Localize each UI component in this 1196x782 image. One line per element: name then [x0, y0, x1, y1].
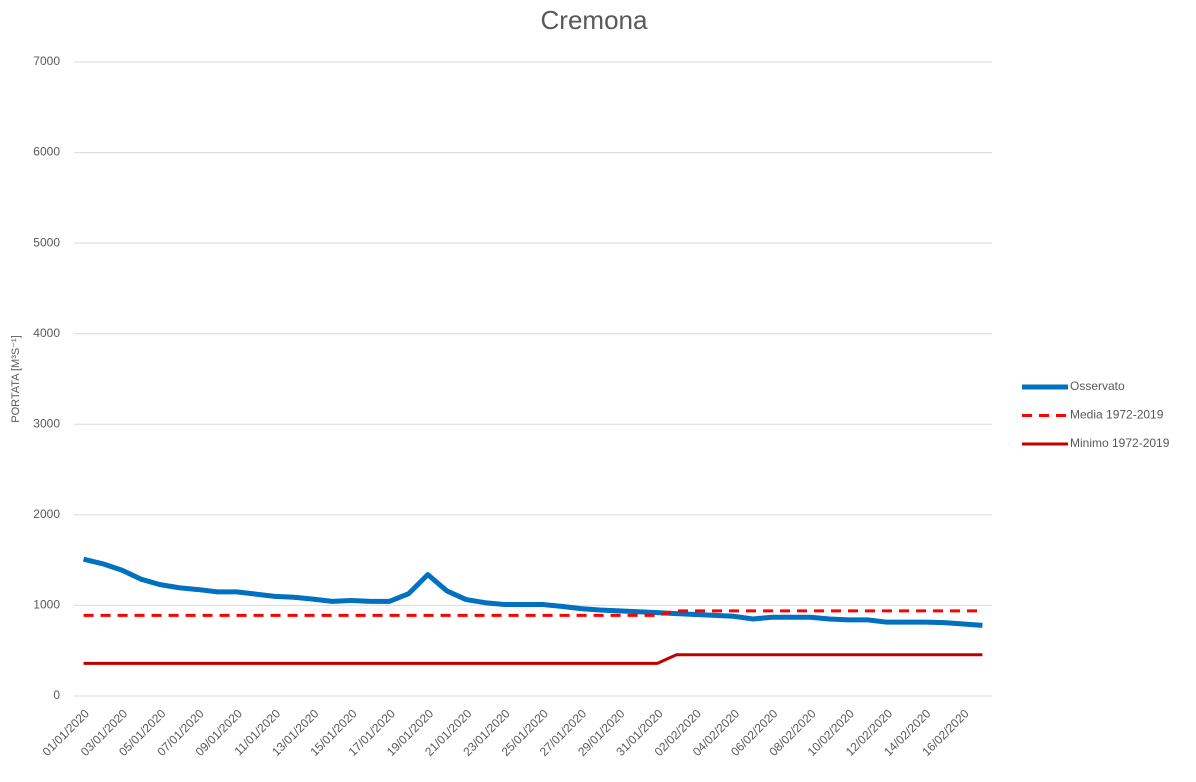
series-line [83, 653, 983, 665]
y-tick-label: 1000 [33, 598, 60, 612]
y-tick-label: 5000 [33, 235, 60, 249]
y-axis-label: PORTATA [M³S⁻¹] [10, 335, 22, 423]
legend-label: Osservato [1070, 379, 1125, 393]
legend-label: Minimo 1972-2019 [1070, 436, 1170, 450]
y-tick-label: 2000 [33, 507, 60, 521]
series-line [83, 609, 983, 617]
y-tick-label: 3000 [33, 416, 60, 430]
y-tick-label: 0 [53, 688, 60, 702]
legend-label: Media 1972-2019 [1070, 408, 1164, 422]
y-tick-label: 6000 [33, 145, 60, 159]
series-line [82, 556, 983, 628]
chart-title: Cremona [541, 5, 648, 35]
y-tick-label: 4000 [33, 326, 60, 340]
y-tick-label: 7000 [33, 54, 60, 68]
